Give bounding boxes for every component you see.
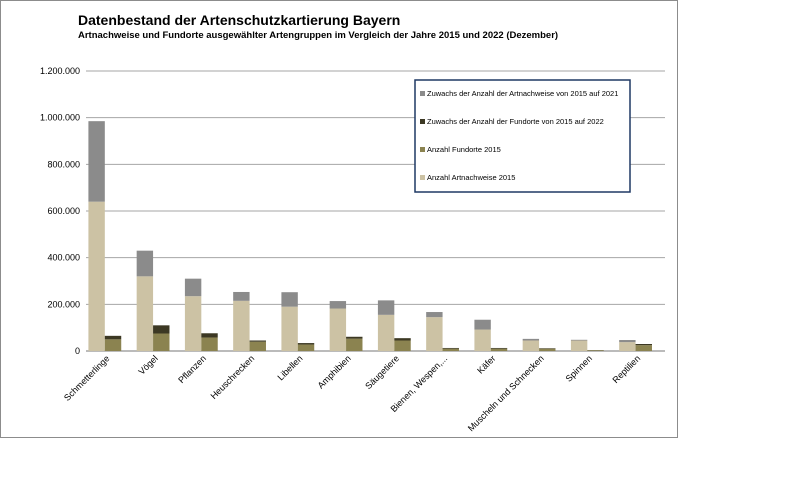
bar-segment bbox=[394, 340, 411, 351]
chart-frame bbox=[0, 0, 678, 438]
legend-swatch bbox=[420, 175, 425, 180]
bar-segment bbox=[233, 291, 250, 301]
bar-segment bbox=[570, 340, 588, 351]
x-tick-label: Pflanzen bbox=[176, 353, 208, 385]
x-tick-label: Käfer bbox=[475, 353, 497, 375]
bar-segment bbox=[346, 338, 363, 351]
bar-segment bbox=[88, 201, 105, 351]
y-tick-label: 600.000 bbox=[47, 206, 80, 216]
chart-subtitle: Artnachweise und Fundorte ausgewählter A… bbox=[78, 30, 558, 41]
bar-segment bbox=[442, 348, 459, 351]
y-tick-label: 400.000 bbox=[47, 253, 80, 263]
bar-segment bbox=[570, 339, 588, 341]
y-axis: 0 200.000 400.000 600.000 800.000 1.000.000 1.… bbox=[40, 66, 80, 356]
y-tick-label: 200.000 bbox=[47, 299, 80, 309]
bar-segment bbox=[153, 325, 170, 334]
legend-swatch bbox=[420, 147, 425, 152]
bar-segment bbox=[329, 301, 347, 309]
bar-segment bbox=[619, 342, 636, 351]
bars bbox=[88, 121, 652, 351]
bar-segment bbox=[539, 348, 556, 351]
legend-label: Zuwachs der Anzahl der Fundorte von 2015… bbox=[427, 117, 604, 126]
chart-title: Datenbestand der Artenschutzkartierung B… bbox=[78, 12, 400, 28]
legend-label: Anzahl Fundorte 2015 bbox=[427, 145, 501, 154]
bar-segment bbox=[377, 300, 395, 315]
x-tick-label: Libellen bbox=[276, 353, 305, 382]
legend-swatch bbox=[420, 91, 425, 96]
bar-segment bbox=[201, 337, 218, 351]
bar-segment bbox=[297, 343, 315, 345]
y-tick-label: 1.000.000 bbox=[40, 113, 80, 123]
bar-segment bbox=[619, 340, 636, 343]
legend-label: Zuwachs der Anzahl der Artnachweise von … bbox=[427, 89, 618, 98]
bar-segment bbox=[297, 344, 315, 351]
bar-segment bbox=[233, 300, 250, 351]
bar-segment bbox=[153, 333, 170, 351]
x-tick-label: Reptilien bbox=[610, 353, 642, 385]
bar-segment bbox=[281, 306, 298, 351]
bar-segment bbox=[184, 296, 202, 351]
bar-segment bbox=[522, 340, 540, 351]
bar-segment bbox=[249, 341, 266, 351]
bar-segment bbox=[522, 338, 540, 341]
bar-segment bbox=[136, 276, 154, 351]
bar-segment bbox=[426, 317, 443, 351]
bar-segment bbox=[104, 335, 122, 340]
bar-segment bbox=[442, 347, 459, 349]
legend-label: Anzahl Artnachweise 2015 bbox=[427, 173, 515, 182]
bar-segment bbox=[635, 344, 652, 346]
legend-box bbox=[414, 79, 631, 193]
y-tick-label: 1.200.000 bbox=[40, 66, 80, 76]
x-axis: Schmetterlinge Vögel Pflanzen Heuschrecken L… bbox=[62, 353, 642, 433]
x-tick-label: Spinnen bbox=[564, 353, 594, 383]
bar-segment bbox=[490, 348, 508, 351]
legend-swatch bbox=[420, 119, 425, 124]
x-tick-label: Säugetiere bbox=[363, 353, 401, 391]
x-tick-label: Amphibien bbox=[316, 353, 353, 390]
bar-segment bbox=[346, 336, 363, 339]
bar-segment bbox=[426, 312, 443, 318]
bar-segment bbox=[587, 350, 604, 351]
bar-segment bbox=[104, 339, 122, 351]
bar-segment bbox=[490, 347, 508, 349]
y-tick-label: 0 bbox=[75, 346, 80, 356]
y-tick-label: 800.000 bbox=[47, 159, 80, 169]
bar-segment bbox=[394, 338, 411, 341]
bar-segment bbox=[329, 308, 347, 351]
bar-segment bbox=[474, 329, 491, 351]
bar-segment bbox=[281, 292, 298, 307]
x-tick-label: Vögel bbox=[136, 353, 159, 376]
bar-segment bbox=[474, 319, 491, 330]
bar-segment bbox=[184, 278, 202, 297]
bar-segment bbox=[635, 345, 652, 351]
legend: Zuwachs der Anzahl der Artnachweise von … bbox=[414, 79, 631, 193]
bar-segment bbox=[377, 314, 395, 351]
bar-segment bbox=[136, 250, 154, 277]
bar-segment bbox=[88, 121, 105, 202]
x-tick-label: Schmetterlinge bbox=[62, 353, 112, 403]
bar-segment bbox=[201, 333, 218, 338]
bar-segment bbox=[249, 340, 266, 342]
x-tick-label: Heuschrecken bbox=[209, 353, 257, 401]
